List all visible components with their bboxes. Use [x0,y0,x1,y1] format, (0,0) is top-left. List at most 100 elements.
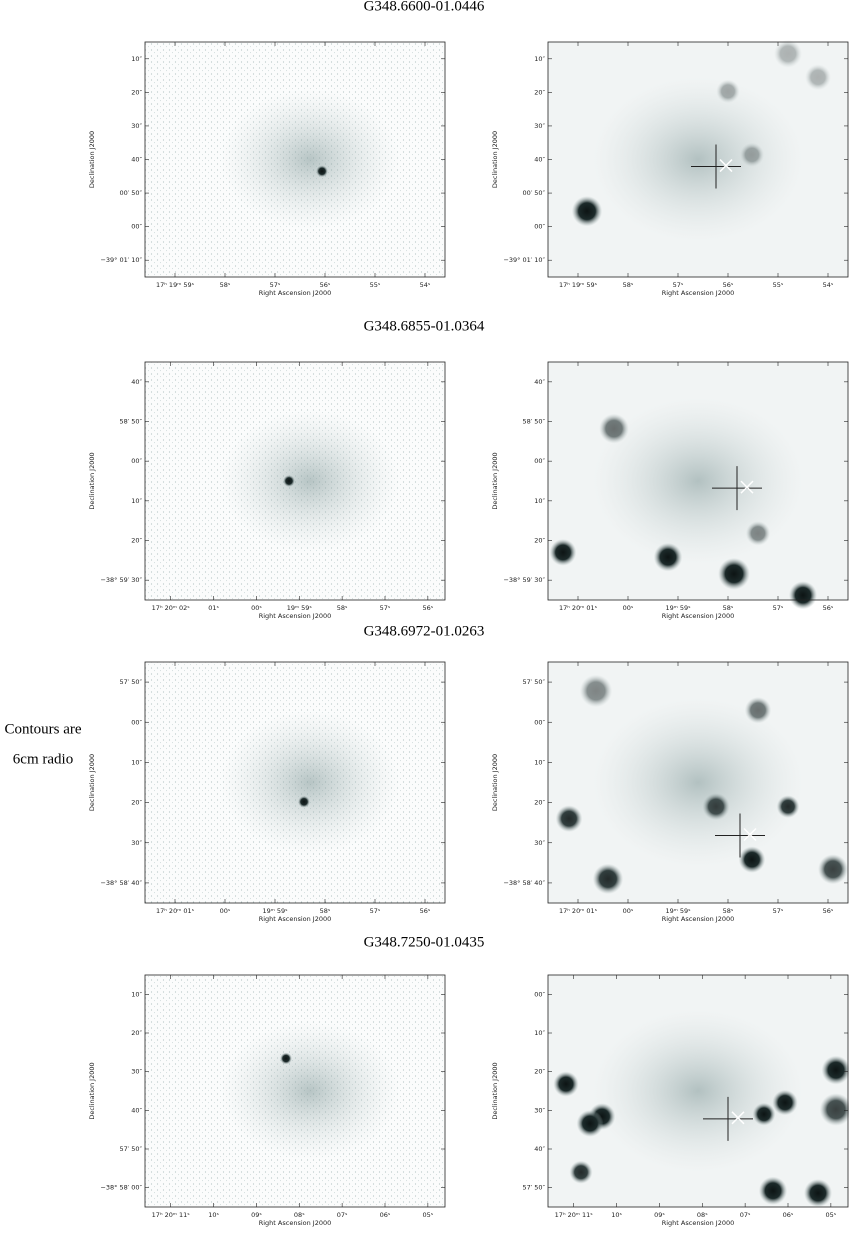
y-tick-label: 20″ [534,88,545,96]
emission [593,77,803,242]
y-tick-label: 20″ [131,1029,142,1037]
image-panel [547,361,849,610]
source [283,475,295,487]
star [758,1176,788,1205]
x-tick-label: 56ˢ [423,604,434,612]
y-tick-label: 58′ 50″ [522,418,545,426]
y-tick-label: 40″ [534,156,545,164]
y-tick-label: 10″ [534,55,545,63]
y-tick-label: 00″ [131,223,142,231]
y-tick-label: 40″ [534,1145,545,1153]
y-tick-label: 57′ 50″ [119,1145,142,1153]
x-tick-label: 00ˢ [220,907,231,915]
frame [144,974,446,1208]
panel-title: G348.6600-01.0446 [364,0,485,14]
star [571,196,603,227]
star [553,1071,579,1097]
y-tick-label: 57′ 50″ [522,1184,545,1192]
y-tick-label: 00′ 50″ [522,189,545,197]
y-tick-label: 20″ [131,88,142,96]
x-tick-label: 10ˢ [208,1211,219,1219]
y-tick-label: 10″ [131,758,142,766]
star [555,805,583,833]
y-axis-label: Declination J2000 [491,1062,499,1119]
x-tick-label: 10ˢ [611,1211,622,1219]
image-panel [144,661,446,904]
y-tick-label: 10″ [131,497,142,505]
star [821,1055,849,1085]
y-tick-label: 00′ 50″ [119,189,142,197]
x-tick-label: 17ʰ 20ᵐ 01ˢ [156,907,195,915]
y-tick-label: −38° 59′ 30″ [503,576,545,584]
star [738,846,766,873]
frame [547,974,849,1208]
star [653,542,683,572]
star [745,521,771,546]
x-tick-label: 17ʰ 20ᵐ 11ˢ [152,1211,191,1219]
y-tick-label: −38° 58′ 40″ [100,879,142,887]
x-tick-label: 57ˢ [773,604,784,612]
x-tick-label: 06ˢ [380,1211,391,1219]
star [592,863,624,895]
y-tick-label: 40″ [131,378,142,386]
x-tick-label: 17ʰ 19ᵐ 59ˢ [559,281,598,289]
star [752,1102,776,1126]
image-panel [547,661,849,904]
x-tick-label: 00ˢ [623,604,634,612]
emission [220,89,400,230]
x-tick-label: 54ˢ [823,281,834,289]
emission [593,1009,803,1173]
emission [220,1021,400,1161]
image-panel [144,361,446,601]
y-tick-label: 20″ [131,799,142,807]
x-tick-label: 08ˢ [294,1211,305,1219]
x-tick-label: 56ˢ [420,907,431,915]
x-tick-label: 58ˢ [723,604,734,612]
image-panel [547,39,849,278]
x-tick-label: 17ʰ 20ᵐ 02ˢ [152,604,191,612]
panel-title: G348.6972-01.0263 [364,623,485,639]
x-tick-label: 08ˢ [697,1211,708,1219]
annotation: 6cm radio [13,751,73,767]
y-tick-label: 20″ [534,799,545,807]
x-marker [719,159,733,173]
x-tick-label: 55ˢ [370,281,381,289]
x-tick-label: 01ˢ [208,604,219,612]
x-axis-label: Right Ascension J2000 [662,612,735,620]
x-tick-label: 58ˢ [337,604,348,612]
y-tick-label: 30″ [131,1068,142,1076]
x-tick-label: 07ˢ [740,1211,751,1219]
x-marker [740,480,754,494]
x-tick-label: 07ˢ [337,1211,348,1219]
x-tick-label: 19ᵐ 59ˢ [262,907,288,915]
y-tick-label: 20″ [534,537,545,545]
y-axis-label: Declination J2000 [491,452,499,509]
x-axis-label: Right Ascension J2000 [662,915,735,923]
frame [144,361,446,601]
star [716,79,740,104]
x-tick-label: 00ˢ [623,907,634,915]
x-tick-label: 00ˢ [251,604,262,612]
source [316,165,328,178]
x-tick-label: 19ᵐ 59ˢ [665,604,691,612]
y-tick-label: 00″ [534,990,545,998]
y-tick-label: 40″ [131,1106,142,1114]
annotation: Contours are [4,721,81,737]
x-tick-label: 05ˢ [423,1211,434,1219]
y-tick-label: 10″ [131,990,142,998]
y-axis-label: Declination J2000 [491,131,499,188]
y-tick-label: −38° 59′ 30″ [100,576,142,584]
y-tick-label: −39° 01′ 10″ [100,256,142,264]
x-tick-label: 55ˢ [773,281,784,289]
star [576,1110,604,1137]
y-tick-label: 00″ [534,223,545,231]
y-tick-label: 40″ [131,156,142,164]
x-tick-label: 09ˢ [654,1211,665,1219]
x-tick-label: 05ˢ [826,1211,837,1219]
star [739,142,765,167]
star [599,413,629,444]
panel-title: G348.6855-01.0364 [364,318,485,334]
y-tick-label: 10″ [534,758,545,766]
frame [547,361,849,601]
